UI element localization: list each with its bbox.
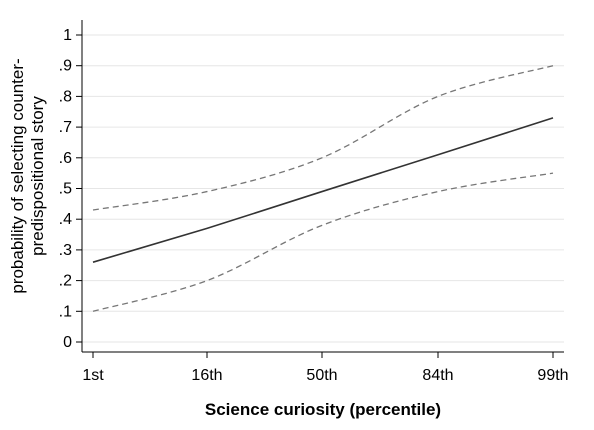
x-tick-label-2: 50th bbox=[306, 367, 337, 384]
y-tick-label-4: .4 bbox=[59, 211, 72, 228]
y-tick-label-5: .5 bbox=[59, 181, 72, 198]
y-tick-label-3: .3 bbox=[59, 242, 72, 259]
series-lines bbox=[92, 65, 554, 312]
y-tick-label-1: .1 bbox=[59, 303, 72, 320]
y-axis-title-line-2: predispositional story bbox=[28, 96, 47, 256]
y-tick-label-9: .9 bbox=[59, 58, 72, 75]
axes: 0 .1 .2 .3 .4 .5 .6 .7 .8 .9 1 1st 16th 50th 84th 99th bbox=[59, 20, 569, 384]
y-tick-label-8: .8 bbox=[59, 88, 72, 105]
series-line-upper-ci bbox=[92, 65, 554, 211]
y-tick-label-2: .2 bbox=[59, 273, 72, 290]
x-tick-label-0: 1st bbox=[82, 367, 104, 384]
x-tick-label-1: 16th bbox=[191, 367, 222, 384]
x-axis-title: Science curiosity (percentile) bbox=[205, 400, 441, 419]
y-tick-label-7: .7 bbox=[59, 119, 72, 136]
y-tick-label-10: 1 bbox=[63, 27, 72, 44]
x-tick-label-4: 99th bbox=[537, 367, 568, 384]
y-tick-label-6: .6 bbox=[59, 150, 72, 167]
y-tick-label-0: 0 bbox=[63, 334, 72, 351]
y-axis-title-line-1: probability of selecting counter- bbox=[8, 58, 27, 293]
axis-labels: Science curiosity (percentile) probabili… bbox=[8, 58, 441, 419]
grid bbox=[82, 34, 564, 343]
series-line-lower-ci bbox=[92, 172, 554, 312]
x-tick-label-3: 84th bbox=[422, 367, 453, 384]
series-line-estimate bbox=[92, 117, 554, 263]
